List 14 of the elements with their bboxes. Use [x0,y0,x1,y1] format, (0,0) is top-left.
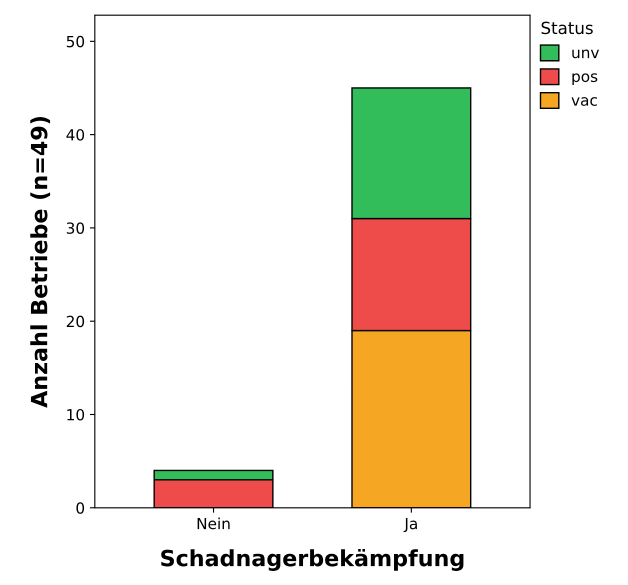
y-axis-title: Anzahl Betriebe (n=49) [30,117,50,408]
y-tick-label: 30 [66,222,84,234]
x-tick-label: Nein [198,518,230,530]
y-tick-label: 50 [66,36,84,48]
legend-label: unv [572,50,600,58]
legend-title: Status [542,22,593,34]
legend-label: pos [572,73,598,86]
x-axis-title: Schadnagerbekämpfung [161,548,464,571]
x-tick-label: Ja [404,518,417,532]
legend-label: vac [572,97,597,106]
y-tick-label: 20 [66,316,84,328]
y-tick-label: 0 [76,502,84,514]
y-tick-label: 40 [66,129,84,141]
y-tick-label: 10 [67,408,84,421]
